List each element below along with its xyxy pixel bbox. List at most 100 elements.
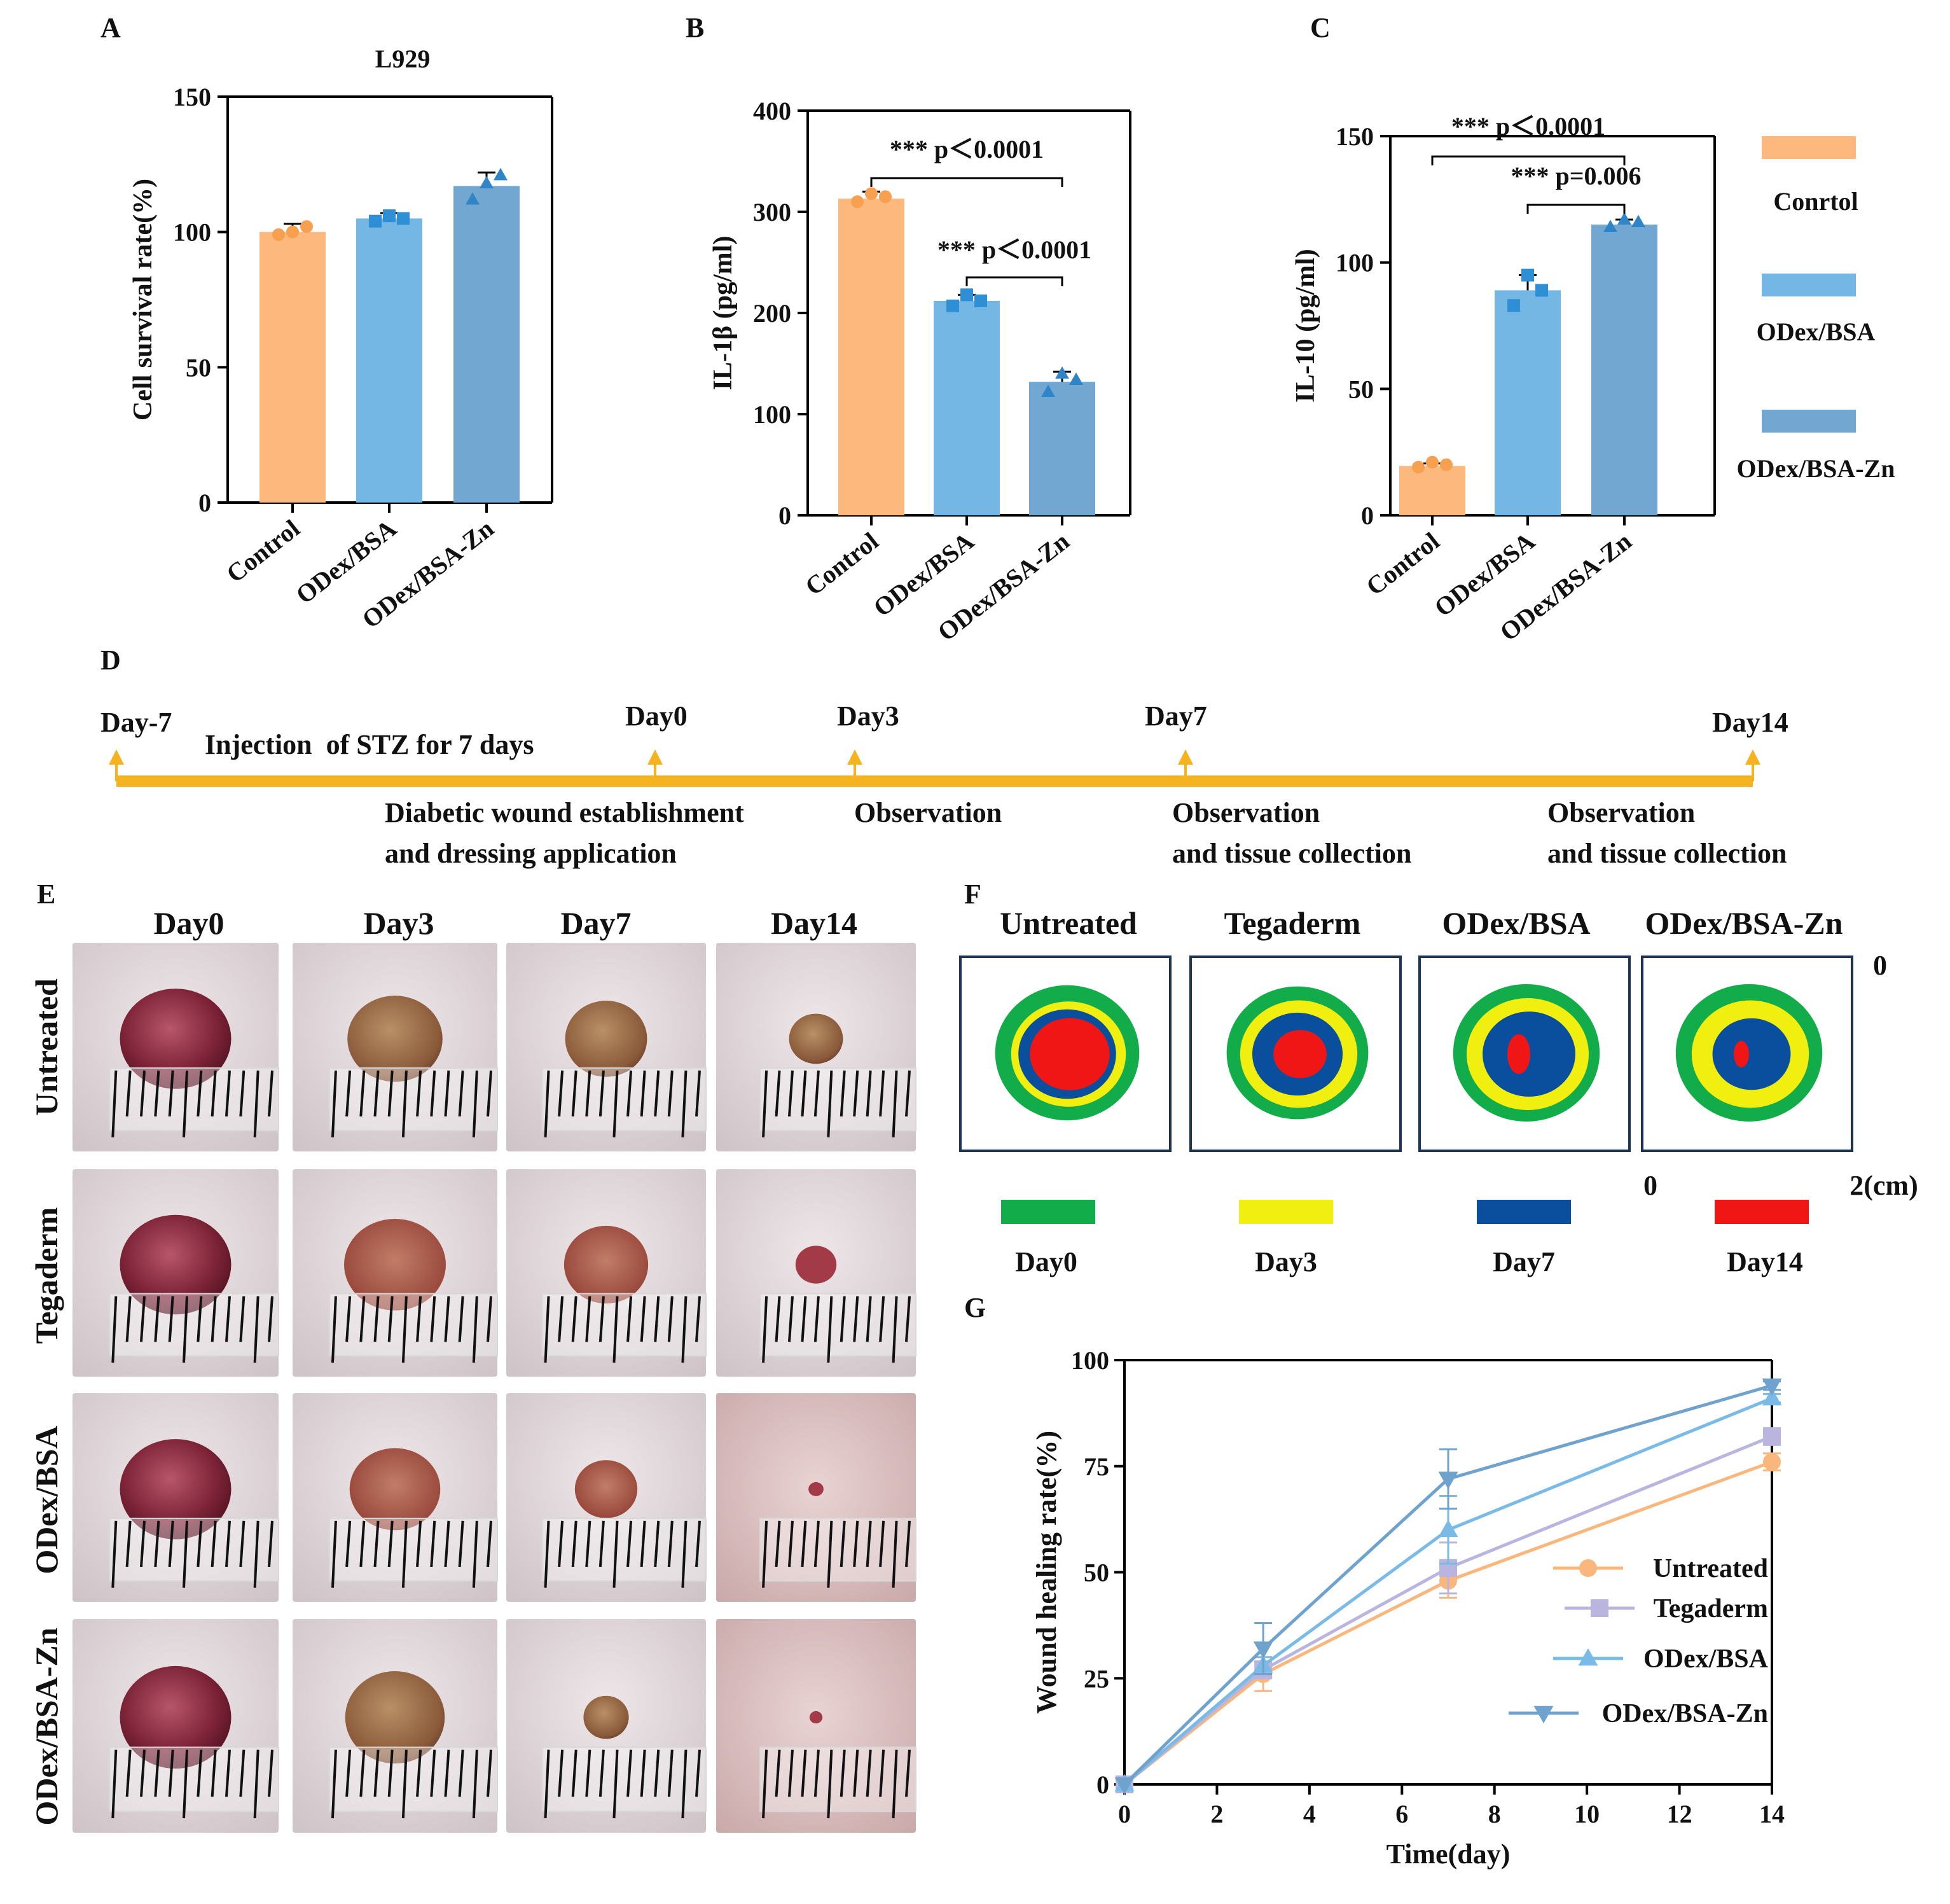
chart-g-point xyxy=(1438,1471,1458,1489)
ruler-tick xyxy=(225,1520,231,1567)
ruler-tick xyxy=(154,1520,160,1567)
ruler-tick xyxy=(416,1520,422,1567)
wound-trace-panel: Untreated Tegaderm ODex/BSA ODex/BSA-Zn … xyxy=(959,905,1918,1277)
ruler-tick xyxy=(458,1520,464,1567)
chart-a-bar xyxy=(453,186,520,503)
chart-c-point xyxy=(1521,268,1534,282)
ruler-tick xyxy=(472,1296,478,1363)
chart-g-xlabel: Time(day) xyxy=(1386,1838,1511,1870)
ruler-tick xyxy=(905,1296,911,1342)
ruler-tick xyxy=(640,1749,646,1797)
ruler-tick xyxy=(197,1749,203,1797)
ruler-tick xyxy=(253,1070,259,1137)
wound-area xyxy=(565,1001,647,1077)
ruler-tick xyxy=(387,1296,394,1342)
ruler-tick xyxy=(544,1749,550,1819)
timeline-label-day-7: Day-7 xyxy=(100,707,172,738)
chart-a-point xyxy=(369,214,382,228)
ruler-tick xyxy=(905,1070,911,1117)
photo-col-day3: Day3 xyxy=(363,905,434,941)
ruler-tick xyxy=(866,1520,872,1567)
ruler-tick xyxy=(154,1296,160,1342)
ruler-tick xyxy=(125,1749,132,1797)
chart-g-xtick-label: 4 xyxy=(1303,1800,1316,1828)
ruler-tick xyxy=(853,1296,859,1342)
ruler-tick xyxy=(905,1520,911,1567)
ruler-tick xyxy=(681,1296,688,1363)
chart-a-point xyxy=(397,212,410,225)
ruler-tick xyxy=(487,1749,492,1797)
ruler-tick xyxy=(801,1070,807,1117)
timeline-step-3-line1: Observation xyxy=(1172,797,1320,828)
ruler-tick xyxy=(225,1070,231,1117)
wound-area xyxy=(574,1460,638,1518)
wound-photo xyxy=(293,1619,499,1833)
chart-g-series-line xyxy=(1123,1435,1773,1786)
ruler-tick xyxy=(387,1070,394,1117)
wound-area xyxy=(344,1218,446,1310)
chart-g-ytick-label: 75 xyxy=(1084,1452,1109,1481)
chart-c-point xyxy=(1535,284,1548,297)
ruler-tick xyxy=(571,1520,577,1567)
ruler-tick xyxy=(182,1520,188,1588)
ruler-tick xyxy=(558,1070,564,1117)
ruler-tick xyxy=(168,1296,174,1342)
ruler-tick xyxy=(444,1070,450,1117)
ruler-tick xyxy=(840,1520,846,1567)
trace-day7-area xyxy=(1712,1018,1791,1090)
trace-legend-swatch-day14 xyxy=(1715,1200,1809,1224)
ruler-tick xyxy=(401,1296,408,1363)
wound-photo xyxy=(716,1619,916,1833)
ruler-tick xyxy=(827,1520,833,1588)
chart-g-xtick-label: 8 xyxy=(1488,1800,1501,1828)
ruler-tick xyxy=(331,1070,337,1137)
ruler-tick xyxy=(331,1749,337,1819)
chart-g-ytick-label: 100 xyxy=(1071,1346,1109,1375)
ruler-tick xyxy=(762,1070,768,1137)
chart-g-point xyxy=(1763,1428,1781,1446)
ruler-tick xyxy=(585,1070,591,1117)
panel-letter-f: F xyxy=(964,879,981,910)
chart-c-sig-label: *** p＜0.0001 xyxy=(1451,112,1605,141)
ruler xyxy=(328,1517,499,1582)
ruler-tick xyxy=(373,1749,380,1797)
legend-swatch-bsazn xyxy=(1762,410,1856,433)
ruler-tick xyxy=(268,1070,273,1117)
wound-traces xyxy=(959,955,1853,1152)
ruler xyxy=(759,1067,916,1132)
trace-legend-swatch-day7 xyxy=(1477,1200,1571,1224)
chart-b-point xyxy=(974,294,987,307)
ruler-tick xyxy=(430,1070,436,1117)
ruler-tick xyxy=(654,1520,660,1567)
timeline-arrow xyxy=(847,749,862,765)
chart-a-point xyxy=(466,192,480,205)
ruler-tick xyxy=(182,1749,188,1819)
ruler-tick xyxy=(154,1070,160,1117)
chart-g-legend-label: ODex/BSA xyxy=(1643,1644,1769,1674)
ruler-tick xyxy=(558,1296,564,1342)
chart-a-point xyxy=(494,167,508,181)
wound-photo xyxy=(506,1619,707,1833)
chart-b-point xyxy=(879,190,892,204)
timeline-label-day7: Day7 xyxy=(1145,700,1207,732)
timeline-label-day14: Day14 xyxy=(1712,707,1788,738)
ruler-tick xyxy=(416,1070,422,1117)
ruler-tick xyxy=(598,1749,605,1797)
ruler-tick xyxy=(626,1520,633,1567)
ruler-tick xyxy=(416,1296,422,1342)
wound-photo xyxy=(506,943,707,1151)
chart-g-point xyxy=(1438,1519,1458,1537)
ruler-tick xyxy=(571,1070,577,1117)
wound-trace xyxy=(959,955,1172,1152)
ruler-tick xyxy=(640,1296,646,1342)
chart-b-ytick-label: 200 xyxy=(753,299,791,328)
ruler-tick xyxy=(487,1520,492,1567)
ruler xyxy=(328,1067,499,1132)
ruler xyxy=(328,1746,499,1812)
photo-row-untreated: Untreated xyxy=(29,978,64,1116)
ruler-tick xyxy=(598,1070,605,1117)
ruler-tick xyxy=(458,1749,464,1797)
chart-g-point xyxy=(1762,1387,1782,1406)
chart-g-ytick-label: 0 xyxy=(1096,1770,1109,1799)
